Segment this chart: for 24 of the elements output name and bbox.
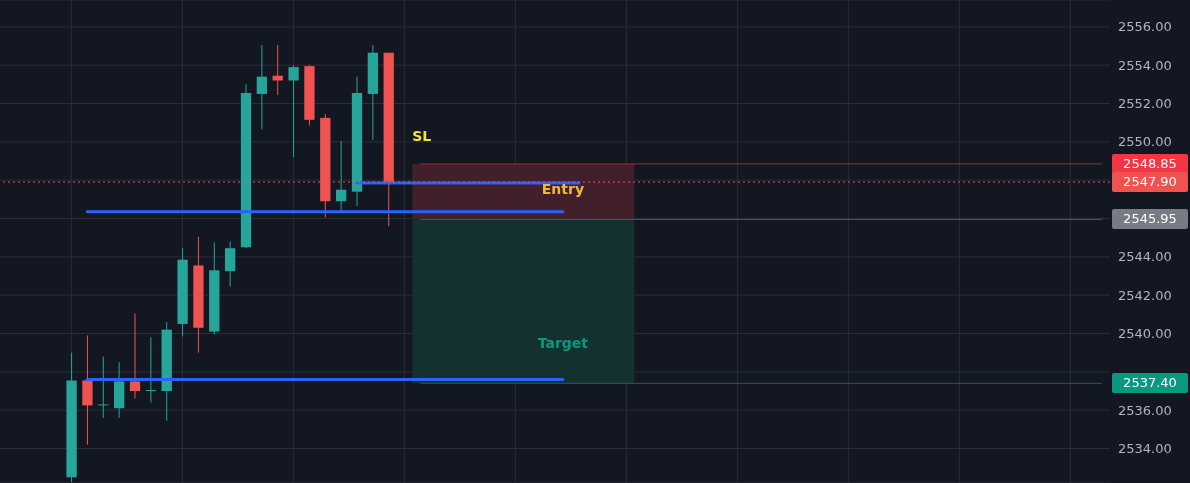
y-tick-label: 2536.00 [1118, 402, 1172, 418]
candlestick [288, 64, 299, 158]
ref-line-label: 2537.40 [1112, 373, 1188, 394]
y-tick-label: 2540.00 [1118, 326, 1172, 342]
candlestick [225, 241, 236, 288]
ref-line-label: 2547.90 [1112, 172, 1188, 193]
y-tick-label: 2534.00 [1118, 441, 1172, 457]
y-tick-label: 2556.00 [1118, 19, 1172, 35]
candlestick [336, 140, 347, 213]
band-label: Target [536, 334, 590, 351]
band-label: Entry [540, 180, 586, 197]
y-tick-label: 2554.00 [1118, 57, 1172, 73]
y-tick-label: 2542.00 [1118, 287, 1172, 303]
candlestick [98, 356, 109, 419]
candlestick [129, 312, 141, 400]
candlestick [256, 44, 268, 130]
y-tick-label: 2544.00 [1118, 249, 1172, 265]
y-tick-label: 2552.00 [1118, 96, 1172, 112]
candlestick [145, 336, 157, 403]
y-tick-label: 2550.00 [1118, 134, 1172, 150]
ref-line-label: 2548.85 [1112, 153, 1188, 174]
ref-line-label: 2545.95 [1112, 209, 1188, 230]
candlestick [272, 44, 283, 96]
annotation: SL [412, 128, 432, 145]
